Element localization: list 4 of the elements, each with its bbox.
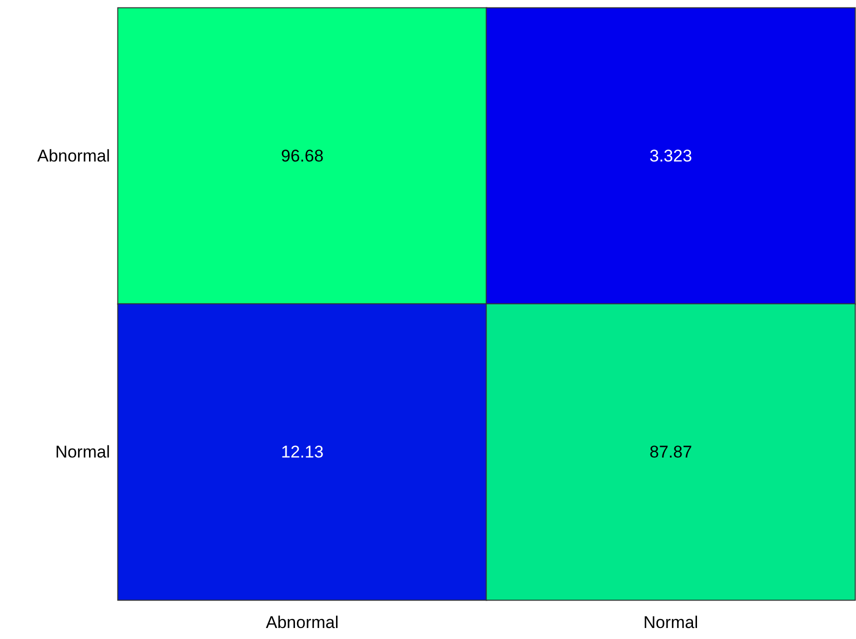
data-label: 12.13: [280, 442, 324, 462]
data-label: 3.323: [649, 146, 692, 166]
data-label: 87.87: [649, 442, 692, 462]
data-label: 96.68: [280, 146, 324, 166]
